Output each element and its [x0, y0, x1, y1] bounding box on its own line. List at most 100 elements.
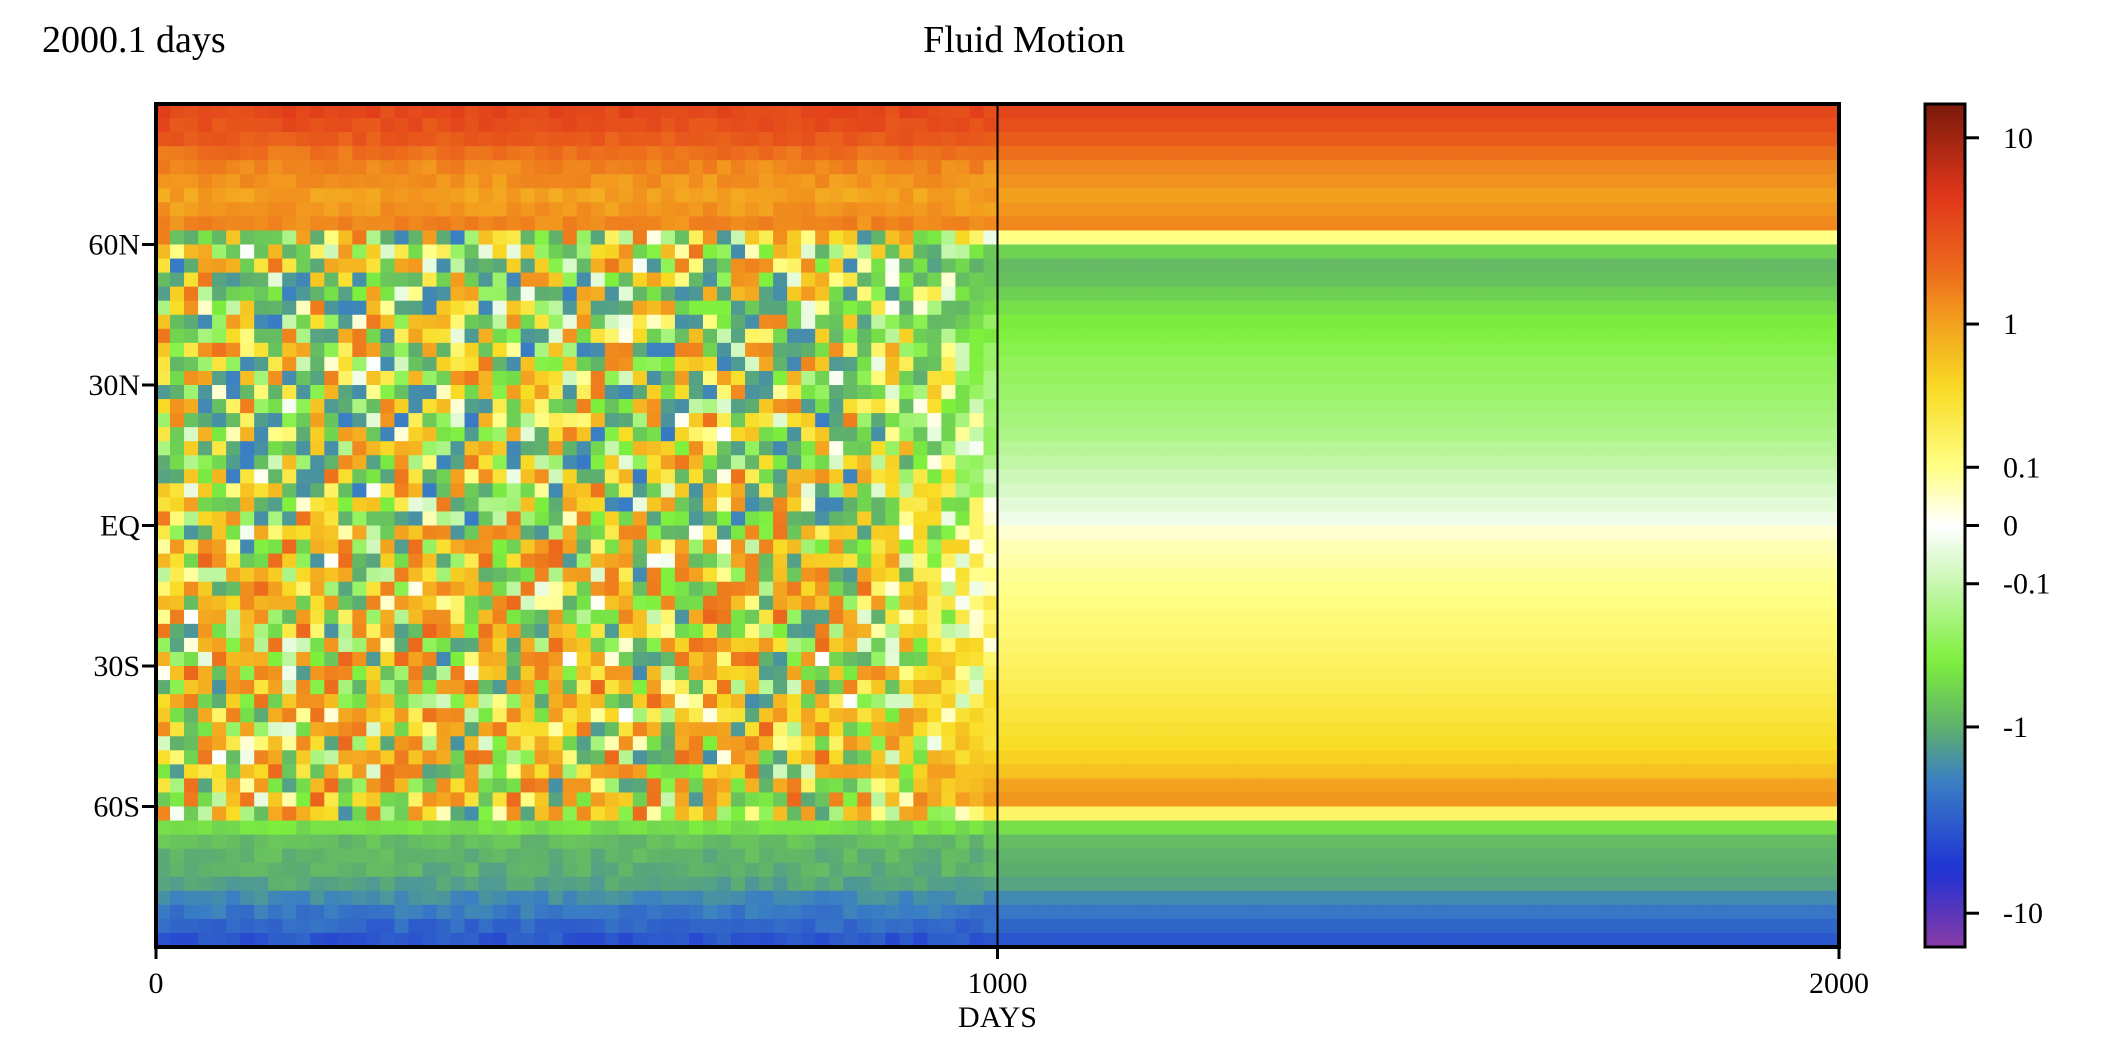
- heatmap-cell: [829, 286, 844, 302]
- heatmap-cell: [1193, 651, 1209, 667]
- heatmap-cell: [632, 736, 648, 751]
- heatmap-cell: [1039, 820, 1055, 836]
- heatmap-cell: [212, 497, 227, 513]
- heatmap-cell: [492, 722, 508, 737]
- heatmap-cell: [1263, 876, 1279, 892]
- heatmap-cell: [1165, 328, 1181, 344]
- heatmap-cell: [408, 848, 424, 864]
- heatmap-cell: [1039, 932, 1055, 948]
- heatmap-cell: [1179, 497, 1195, 513]
- heatmap-cell: [674, 202, 690, 217]
- heatmap-cell: [478, 188, 494, 203]
- heatmap-cell: [969, 792, 985, 808]
- heatmap-cell: [366, 104, 381, 119]
- heatmap-cell: [1095, 230, 1111, 246]
- heatmap-cell: [562, 834, 578, 850]
- heatmap-cell: [352, 694, 367, 709]
- heatmap-cell: [478, 314, 494, 330]
- heatmap-cell: [801, 328, 816, 344]
- heatmap-cell: [366, 385, 381, 400]
- heatmap-cell: [408, 722, 424, 737]
- heatmap-cell: [380, 160, 396, 175]
- heatmap-cell: [170, 637, 185, 653]
- heatmap-cell: [170, 146, 185, 161]
- heatmap-cell: [955, 469, 971, 484]
- heatmap-cell: [702, 314, 718, 330]
- heatmap-cell: [674, 834, 690, 850]
- heatmap-cell: [394, 876, 410, 892]
- heatmap-cell: [773, 286, 788, 302]
- heatmap-cell: [913, 694, 928, 709]
- heatmap-cell: [955, 427, 971, 442]
- heatmap-cell: [927, 792, 942, 808]
- heatmap-cell: [899, 469, 914, 484]
- heatmap-cell: [282, 750, 297, 765]
- heatmap-cell: [983, 932, 999, 948]
- heatmap-cell: [296, 370, 311, 386]
- heatmap-cell: [913, 876, 928, 892]
- heatmap-cell: [857, 694, 872, 709]
- heatmap-cell: [492, 230, 508, 246]
- heatmap-cell: [1053, 132, 1069, 147]
- heatmap-cell: [520, 736, 536, 751]
- heatmap-cell: [815, 286, 830, 302]
- heatmap-cell: [436, 413, 452, 428]
- heatmap-cell: [184, 286, 199, 302]
- heatmap-cell: [422, 666, 438, 681]
- heatmap-cell: [1109, 862, 1125, 878]
- heatmap-cell: [1025, 342, 1041, 358]
- heatmap-cell: [941, 342, 957, 358]
- heatmap-cell: [773, 160, 788, 175]
- heatmap-cell: [660, 595, 676, 611]
- heatmap-cell: [156, 174, 171, 189]
- heatmap-cell: [1207, 356, 1223, 372]
- heatmap-cell: [885, 511, 900, 527]
- heatmap-cell: [745, 328, 760, 344]
- heatmap-cell: [731, 230, 746, 246]
- heatmap-cell: [1025, 764, 1041, 779]
- heatmap-cell: [1109, 132, 1125, 147]
- heatmap-cell: [576, 623, 592, 639]
- heatmap-cell: [1292, 342, 1307, 358]
- heatmap-cell: [576, 258, 592, 274]
- heatmap-cell: [184, 764, 199, 779]
- heatmap-cell: [408, 385, 424, 400]
- heatmap-cell: [927, 146, 942, 161]
- heatmap-cell: [506, 188, 522, 203]
- heatmap-cell: [1095, 764, 1111, 779]
- heatmap-cell: [969, 876, 985, 892]
- heatmap-cell: [548, 876, 564, 892]
- heatmap-cell: [1067, 258, 1083, 274]
- heatmap-cell: [885, 834, 900, 850]
- heatmap-cell: [843, 904, 858, 920]
- heatmap-cell: [282, 567, 297, 583]
- heatmap-cell: [156, 427, 171, 442]
- heatmap-cell: [506, 736, 522, 751]
- heatmap-cell: [170, 848, 185, 864]
- heatmap-cell: [955, 286, 971, 302]
- heatmap-cell: [1025, 581, 1041, 597]
- heatmap-cell: [843, 118, 858, 133]
- heatmap-cell: [702, 286, 718, 302]
- heatmap-cell: [618, 637, 634, 653]
- heatmap-cell: [815, 834, 830, 850]
- heatmap-cell: [618, 609, 634, 625]
- heatmap-cell: [548, 342, 564, 358]
- heatmap-cell: [212, 356, 227, 372]
- heatmap-cell: [240, 118, 255, 133]
- heatmap-cell: [604, 511, 620, 527]
- heatmap-cell: [380, 455, 396, 470]
- heatmap-cell: [478, 300, 494, 316]
- heatmap-cell: [576, 918, 592, 934]
- heatmap-cell: [1011, 539, 1027, 555]
- heatmap-cell: [688, 806, 704, 822]
- heatmap-cell: [983, 286, 999, 302]
- heatmap-cell: [618, 314, 634, 330]
- heatmap-cell: [646, 834, 662, 850]
- heatmap-cell: [731, 722, 746, 737]
- heatmap-cell: [688, 848, 704, 864]
- heatmap-cell: [1179, 328, 1195, 344]
- heatmap-cell: [1292, 118, 1307, 133]
- heatmap-cell: [310, 651, 325, 667]
- heatmap-cell: [184, 904, 199, 920]
